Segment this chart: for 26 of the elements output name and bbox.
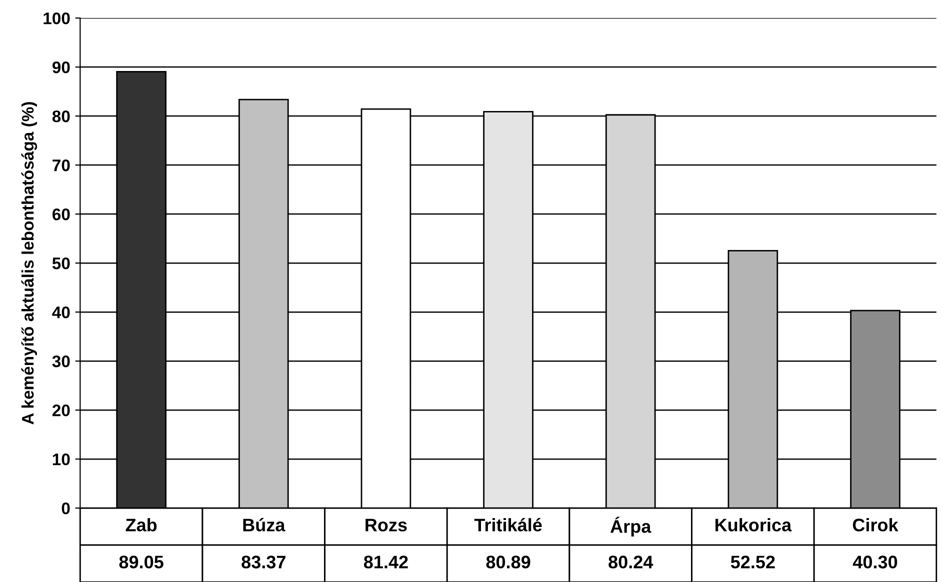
y-axis-title: A keményítő aktuális lebonthatósága (%) <box>21 102 38 424</box>
x-tick-label: Árpa <box>610 516 652 536</box>
y-tick-label: 90 <box>52 61 70 74</box>
data-label: 40.30 <box>852 556 898 568</box>
x-tick-label: Tritikálé <box>474 518 542 532</box>
data-label: 89.05 <box>119 556 164 568</box>
y-tick-label: 60 <box>52 208 70 220</box>
x-tick-label: Zab <box>126 518 157 532</box>
data-label: 80.89 <box>486 556 530 568</box>
y-tick-label: 70 <box>52 159 70 172</box>
data-label: 52.52 <box>730 556 775 568</box>
y-tick-label: 0 <box>62 502 70 514</box>
data-label: 83.37 <box>242 556 286 568</box>
y-tick-label: 80 <box>52 110 70 122</box>
x-tick-label: Búza <box>243 518 286 532</box>
y-tick-label: 10 <box>52 453 70 466</box>
x-tick-label: Kukorica <box>715 518 792 532</box>
y-tick-label: 30 <box>52 355 70 368</box>
x-tick-label: Cirok <box>852 518 898 532</box>
x-tick-label: Rozs <box>366 518 407 532</box>
y-tick-label: 20 <box>52 404 70 416</box>
data-label: 80.24 <box>608 556 654 568</box>
y-tick-label: 100 <box>44 12 70 24</box>
y-tick-label: 50 <box>52 257 70 270</box>
y-tick-label: 40 <box>52 306 70 318</box>
data-label: 81.42 <box>364 556 408 568</box>
